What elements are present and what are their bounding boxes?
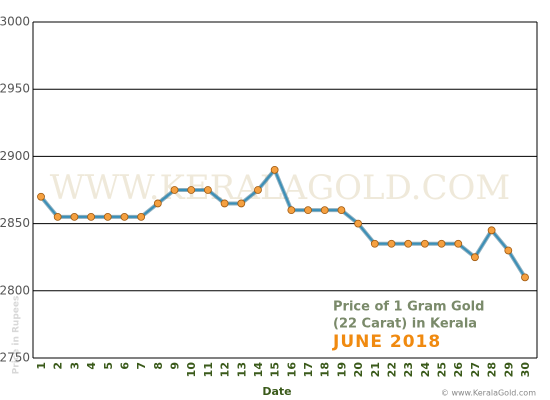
y-tick-label: 2950 <box>0 82 30 96</box>
x-tick-label: 6 <box>118 362 131 370</box>
x-tick-label: 11 <box>202 362 215 377</box>
marker <box>237 199 246 208</box>
marker <box>137 212 146 221</box>
annotation: Price of 1 Gram Gold <box>333 300 484 315</box>
y-tick-label: 2900 <box>0 149 30 163</box>
marker <box>471 253 479 262</box>
x-tick-label: 16 <box>285 362 298 378</box>
x-tick-label: 15 <box>269 362 282 377</box>
x-tick-label: 4 <box>85 362 98 370</box>
marker <box>120 212 129 221</box>
x-tick-label: 28 <box>486 362 499 377</box>
marker <box>487 226 496 235</box>
x-tick-label: 17 <box>302 362 315 377</box>
x-tick-label: 9 <box>169 362 182 370</box>
x-axis-label: Date <box>262 385 291 398</box>
y-axis-label: Price in Rupees <box>12 296 22 375</box>
marker <box>87 212 95 221</box>
x-tick-label: 19 <box>335 362 348 377</box>
x-tick-label: 25 <box>436 362 449 377</box>
x-tick-label: 24 <box>419 362 432 378</box>
marker <box>153 199 162 208</box>
marker <box>254 186 262 194</box>
annotation: (22 Carat) in Kerala <box>333 317 477 332</box>
marker <box>287 206 296 215</box>
annotation: JUNE 2018 <box>332 332 441 352</box>
x-tick-label: 23 <box>402 362 415 377</box>
watermark: WWW.KERALAGOLD.COM <box>50 168 510 208</box>
marker <box>454 239 463 248</box>
marker <box>404 239 413 248</box>
marker <box>170 186 179 194</box>
x-tick-label: 12 <box>219 362 232 377</box>
marker <box>203 186 212 194</box>
y-tick-label: 2850 <box>0 216 30 230</box>
x-tick-label: 21 <box>369 362 382 377</box>
marker <box>187 186 196 194</box>
marker <box>270 165 279 174</box>
x-tick-label: 30 <box>519 362 532 378</box>
marker <box>387 239 396 248</box>
marker <box>337 206 346 215</box>
x-tick-label: 5 <box>102 362 115 370</box>
marker <box>70 212 79 221</box>
marker <box>354 219 363 228</box>
x-tick-label: 3 <box>68 362 81 370</box>
marker <box>420 239 429 248</box>
x-tick-label: 14 <box>252 362 265 378</box>
y-tick-label: 2750 <box>0 351 30 365</box>
x-tick-label: 8 <box>152 362 165 370</box>
credit: © www.KeralaGold.com <box>441 389 536 398</box>
marker <box>320 206 329 215</box>
marker <box>304 206 312 215</box>
x-tick-label: 29 <box>502 362 515 377</box>
marker <box>37 192 45 201</box>
x-tick-label: 10 <box>185 362 198 378</box>
marker <box>370 239 379 248</box>
x-tick-label: 27 <box>469 362 482 377</box>
x-tick-label: 7 <box>135 362 148 370</box>
x-tick-label: 20 <box>352 362 365 378</box>
marker <box>521 273 529 282</box>
x-tick-label: 1 <box>35 362 48 370</box>
marker <box>103 212 112 221</box>
y-tick-label: 3000 <box>0 15 30 29</box>
x-tick-label: 18 <box>319 362 332 377</box>
x-tick-label: 2 <box>52 362 65 370</box>
marker <box>504 246 513 255</box>
x-tick-label: 13 <box>235 362 248 377</box>
marker <box>220 199 229 208</box>
marker <box>53 212 62 221</box>
marker <box>437 239 446 248</box>
x-tick-label: 26 <box>452 362 465 378</box>
y-tick-label: 2800 <box>0 283 30 297</box>
x-tick-label: 22 <box>385 362 398 377</box>
